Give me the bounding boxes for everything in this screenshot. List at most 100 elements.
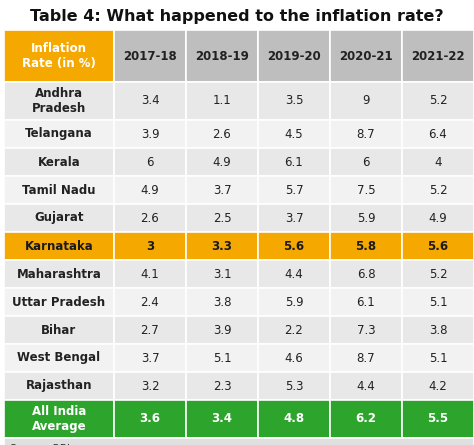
- Text: West Bengal: West Bengal: [18, 352, 100, 364]
- Bar: [4, 148, 114, 176]
- Bar: [402, 400, 474, 438]
- Text: 4.6: 4.6: [284, 352, 303, 364]
- Text: 4.4: 4.4: [356, 380, 375, 392]
- Text: 4.4: 4.4: [284, 267, 303, 280]
- Bar: [402, 204, 474, 232]
- Text: Gujarat: Gujarat: [34, 211, 84, 224]
- Text: 1.1: 1.1: [213, 94, 231, 108]
- Text: 3.1: 3.1: [213, 267, 231, 280]
- Bar: [330, 232, 402, 260]
- Bar: [186, 148, 258, 176]
- Text: 3.2: 3.2: [141, 380, 159, 392]
- Bar: [186, 82, 258, 120]
- Bar: [186, 204, 258, 232]
- Text: 5.3: 5.3: [285, 380, 303, 392]
- Text: 3.9: 3.9: [213, 324, 231, 336]
- Text: 8.7: 8.7: [357, 128, 375, 141]
- Text: 6: 6: [362, 155, 370, 169]
- Text: 4.2: 4.2: [428, 380, 447, 392]
- Text: 4.8: 4.8: [283, 413, 305, 425]
- Text: 5.8: 5.8: [356, 239, 376, 252]
- Text: Andhra
Pradesh: Andhra Pradesh: [32, 87, 86, 115]
- Bar: [330, 82, 402, 120]
- Text: 5.1: 5.1: [428, 295, 447, 308]
- Bar: [330, 204, 402, 232]
- Bar: [114, 372, 186, 400]
- Text: 2.6: 2.6: [141, 211, 159, 224]
- Bar: [186, 316, 258, 344]
- Bar: [258, 176, 330, 204]
- Text: 3.6: 3.6: [139, 413, 161, 425]
- Bar: [258, 372, 330, 400]
- Text: 6.1: 6.1: [356, 295, 375, 308]
- Text: 3.3: 3.3: [211, 239, 232, 252]
- Text: Maharashtra: Maharashtra: [17, 267, 101, 280]
- Text: 2.2: 2.2: [284, 324, 303, 336]
- Text: 2.7: 2.7: [141, 324, 159, 336]
- Text: 3.7: 3.7: [141, 352, 159, 364]
- Text: 4.9: 4.9: [428, 211, 447, 224]
- Bar: [258, 260, 330, 288]
- Bar: [114, 260, 186, 288]
- Bar: [402, 260, 474, 288]
- Text: Source: RBI: Source: RBI: [10, 444, 70, 445]
- Text: 4.9: 4.9: [213, 155, 231, 169]
- Bar: [330, 260, 402, 288]
- Text: 7.5: 7.5: [357, 183, 375, 197]
- Bar: [114, 30, 186, 82]
- Bar: [330, 30, 402, 82]
- Bar: [330, 148, 402, 176]
- Bar: [402, 232, 474, 260]
- Bar: [258, 400, 330, 438]
- Bar: [402, 288, 474, 316]
- Bar: [186, 176, 258, 204]
- Bar: [186, 260, 258, 288]
- Bar: [114, 400, 186, 438]
- Text: 3.4: 3.4: [141, 94, 159, 108]
- Text: 4: 4: [434, 155, 442, 169]
- Text: Uttar Pradesh: Uttar Pradesh: [12, 295, 106, 308]
- Bar: [402, 30, 474, 82]
- Bar: [186, 288, 258, 316]
- Bar: [258, 204, 330, 232]
- Text: Inflation
Rate (in %): Inflation Rate (in %): [22, 42, 96, 70]
- Text: 4.1: 4.1: [141, 267, 159, 280]
- Bar: [186, 344, 258, 372]
- Bar: [4, 30, 114, 82]
- Text: 2019-20: 2019-20: [267, 49, 321, 62]
- Text: 5.9: 5.9: [285, 295, 303, 308]
- Bar: [330, 400, 402, 438]
- Bar: [114, 316, 186, 344]
- Text: 2.4: 2.4: [141, 295, 159, 308]
- Bar: [4, 316, 114, 344]
- Text: 7.3: 7.3: [357, 324, 375, 336]
- Bar: [258, 30, 330, 82]
- Bar: [402, 148, 474, 176]
- Bar: [4, 400, 114, 438]
- Bar: [258, 344, 330, 372]
- Bar: [258, 232, 330, 260]
- Text: Kerala: Kerala: [37, 155, 81, 169]
- Bar: [402, 176, 474, 204]
- Text: 3.7: 3.7: [213, 183, 231, 197]
- Text: Tamil Nadu: Tamil Nadu: [22, 183, 96, 197]
- Bar: [402, 344, 474, 372]
- Bar: [186, 372, 258, 400]
- Text: 3.7: 3.7: [285, 211, 303, 224]
- Bar: [258, 120, 330, 148]
- Bar: [186, 120, 258, 148]
- Text: 5.2: 5.2: [428, 267, 447, 280]
- Bar: [4, 260, 114, 288]
- Bar: [114, 120, 186, 148]
- Bar: [114, 148, 186, 176]
- Bar: [4, 344, 114, 372]
- Text: 2018-19: 2018-19: [195, 49, 249, 62]
- Text: 2017-18: 2017-18: [123, 49, 177, 62]
- Text: Table 4: What happened to the inflation rate?: Table 4: What happened to the inflation …: [30, 8, 444, 24]
- Text: 6.8: 6.8: [357, 267, 375, 280]
- Text: 6.4: 6.4: [428, 128, 447, 141]
- Text: 5.2: 5.2: [428, 183, 447, 197]
- Text: 2.3: 2.3: [213, 380, 231, 392]
- Bar: [114, 82, 186, 120]
- Text: 3.9: 3.9: [141, 128, 159, 141]
